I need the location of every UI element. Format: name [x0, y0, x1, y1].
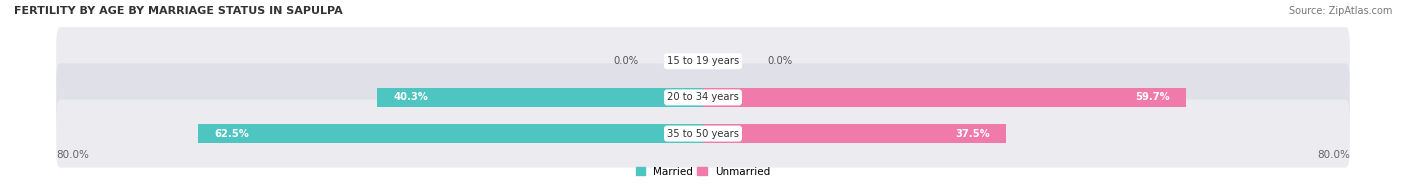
Text: 59.7%: 59.7% — [1135, 92, 1170, 102]
Text: Source: ZipAtlas.com: Source: ZipAtlas.com — [1288, 6, 1392, 16]
FancyBboxPatch shape — [56, 27, 1350, 95]
Bar — [198, 124, 703, 143]
Text: 40.3%: 40.3% — [394, 92, 429, 102]
Text: 37.5%: 37.5% — [955, 129, 990, 139]
Text: 80.0%: 80.0% — [56, 150, 89, 160]
Text: 15 to 19 years: 15 to 19 years — [666, 56, 740, 66]
FancyBboxPatch shape — [56, 100, 1350, 168]
Legend: Married, Unmarried: Married, Unmarried — [636, 167, 770, 177]
Text: 0.0%: 0.0% — [613, 56, 638, 66]
Bar — [377, 88, 703, 107]
Text: 20 to 34 years: 20 to 34 years — [666, 92, 740, 102]
Text: 80.0%: 80.0% — [1317, 150, 1350, 160]
Bar — [703, 88, 1185, 107]
FancyBboxPatch shape — [56, 63, 1350, 131]
Text: 35 to 50 years: 35 to 50 years — [666, 129, 740, 139]
Text: 0.0%: 0.0% — [768, 56, 793, 66]
Text: FERTILITY BY AGE BY MARRIAGE STATUS IN SAPULPA: FERTILITY BY AGE BY MARRIAGE STATUS IN S… — [14, 6, 343, 16]
Text: 62.5%: 62.5% — [214, 129, 249, 139]
Bar — [703, 124, 1007, 143]
